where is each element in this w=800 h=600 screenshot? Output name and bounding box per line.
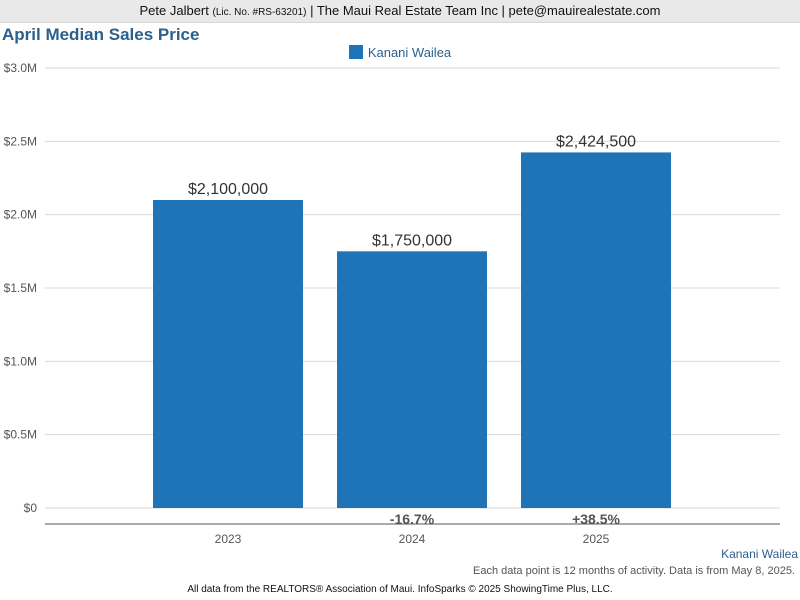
x-tick-label: 2023	[215, 532, 242, 546]
y-tick-label: $1.0M	[4, 354, 37, 368]
bar-2024	[337, 251, 487, 509]
y-tick-label: $2.0M	[4, 208, 37, 222]
series-caption: Kanani Wailea	[721, 547, 798, 561]
y-tick-label: $0	[24, 501, 38, 515]
chart-title: April Median Sales Price	[2, 25, 200, 44]
y-axis-ticks: $0 $0.5M $1.0M $1.5M $2.0M $2.5M $3.0M	[4, 61, 38, 515]
bar-2025	[521, 152, 671, 508]
agent-name: Pete Jalbert	[139, 3, 209, 18]
bars	[153, 152, 671, 509]
x-tick-label: 2024	[399, 532, 426, 546]
change-label-2024: -16.7%	[390, 511, 435, 527]
bar-2023	[153, 200, 303, 508]
agent-license: (Lic. No. #RS-63201)	[212, 7, 307, 18]
data-labels: $2,100,000 $1,750,000 -16.7% $2,424,500 +38.…	[188, 133, 636, 527]
x-axis-ticks: 2023 2024 2025	[215, 532, 610, 546]
y-tick-label: $2.5M	[4, 134, 37, 148]
legend-swatch	[348, 45, 363, 59]
footer-credit: All data from the REALTORS® Association …	[187, 584, 613, 595]
value-label-2025: $2,424,500	[556, 133, 636, 150]
value-label-2024: $1,750,000	[372, 232, 452, 249]
data-note: Each data point is 12 months of activity…	[472, 565, 795, 577]
agent-header: Pete Jalbert (Lic. No. #RS-63201) | The …	[0, 0, 800, 23]
change-label-2025: +38.5%	[572, 511, 620, 527]
y-tick-label: $0.5M	[4, 428, 37, 442]
x-tick-label: 2025	[583, 532, 610, 546]
y-tick-label: $1.5M	[4, 281, 37, 295]
value-label-2023: $2,100,000	[188, 181, 268, 198]
legend: Kanani Wailea	[0, 45, 800, 60]
y-tick-label: $3.0M	[4, 61, 37, 75]
legend-label: Kanani Wailea	[367, 45, 452, 60]
agent-contact: | The Maui Real Estate Team Inc | pete@m…	[310, 3, 661, 18]
